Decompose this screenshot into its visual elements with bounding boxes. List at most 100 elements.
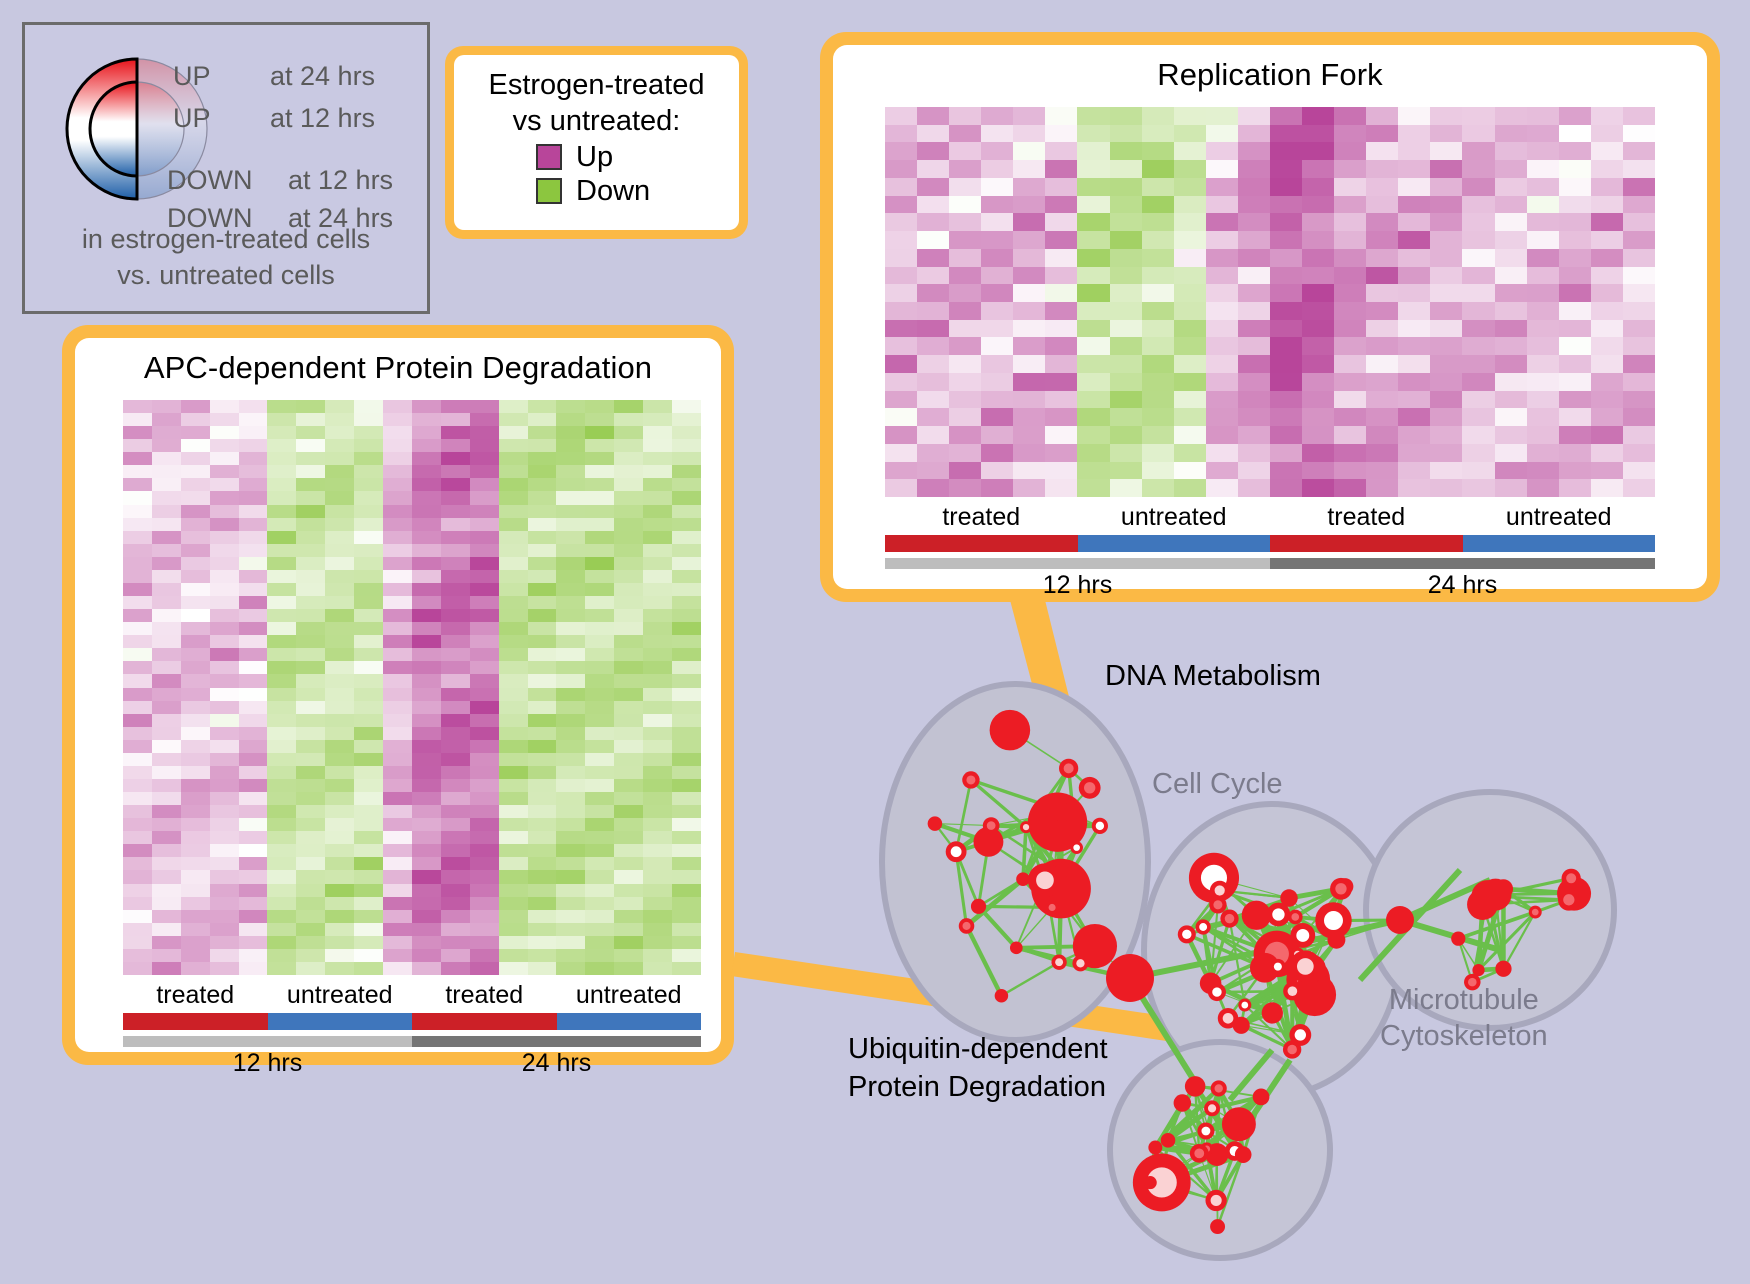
heatmap-cell <box>643 452 672 465</box>
network-node[interactable] <box>990 710 1031 751</box>
network-node[interactable] <box>1148 1141 1162 1155</box>
network-node[interactable] <box>1290 923 1315 948</box>
heatmap-cell <box>499 648 528 661</box>
heatmap-cell <box>123 792 152 805</box>
heatmap-cell <box>152 531 181 544</box>
network-node[interactable] <box>1288 910 1303 925</box>
heatmap-cell <box>1302 142 1334 160</box>
network-node[interactable] <box>1041 797 1062 818</box>
network-node[interactable] <box>1079 777 1101 799</box>
heatmap-cell <box>885 284 917 302</box>
network-node[interactable] <box>1558 889 1580 911</box>
network-node[interactable] <box>1070 841 1083 854</box>
heatmap-cell <box>1077 107 1109 125</box>
network-node[interactable] <box>1205 1190 1226 1211</box>
network-node[interactable] <box>1289 1024 1311 1046</box>
network-node[interactable] <box>1451 932 1465 946</box>
heatmap-cell <box>1302 355 1334 373</box>
heatmap-cell <box>672 857 701 870</box>
network-node[interactable] <box>1330 878 1352 900</box>
heatmap-cell <box>383 439 412 452</box>
heatmap-cell <box>672 531 701 544</box>
network-node[interactable] <box>1072 955 1088 971</box>
network-node[interactable] <box>1494 879 1513 898</box>
network-node[interactable] <box>1208 983 1226 1001</box>
network-node[interactable] <box>1133 1154 1191 1212</box>
network-node[interactable] <box>1253 1089 1270 1106</box>
sample-color-bar-replication-fork <box>885 535 1655 552</box>
network-node[interactable] <box>959 918 975 934</box>
network-node[interactable] <box>1302 975 1318 991</box>
network-node[interactable] <box>1495 961 1511 977</box>
network-node[interactable] <box>1238 999 1251 1012</box>
heatmap-cell <box>412 884 441 897</box>
network-node[interactable] <box>1174 1094 1191 1111</box>
network-node[interactable] <box>1185 1076 1206 1097</box>
network-node[interactable] <box>1280 889 1297 906</box>
network-node[interactable] <box>1562 869 1581 888</box>
network-node[interactable] <box>1204 1100 1220 1116</box>
network-node[interactable] <box>1270 959 1285 974</box>
network-node[interactable] <box>1262 1002 1283 1023</box>
network-node[interactable] <box>928 816 943 831</box>
network-node[interactable] <box>1178 925 1196 943</box>
network-node[interactable] <box>1327 931 1345 949</box>
heatmap-cell <box>672 635 701 648</box>
heatmap-cell <box>949 213 981 231</box>
network-node[interactable] <box>971 899 986 914</box>
heatmap-cell <box>949 479 981 497</box>
heatmap-cell <box>181 465 210 478</box>
network-node[interactable] <box>1211 1080 1227 1096</box>
network-node[interactable] <box>1010 941 1023 954</box>
heatmap-cell <box>383 465 412 478</box>
network-node[interactable] <box>1092 818 1108 834</box>
heatmap-cell <box>239 544 268 557</box>
network-node[interactable] <box>983 817 1000 834</box>
network-node[interactable] <box>946 841 967 862</box>
network-node[interactable] <box>1020 821 1032 833</box>
network-node[interactable] <box>1028 863 1062 897</box>
network-node[interactable] <box>1190 1144 1209 1163</box>
heatmap-cell <box>412 792 441 805</box>
network-node[interactable] <box>1045 901 1059 915</box>
network-node[interactable] <box>1016 872 1030 886</box>
network-node[interactable] <box>1051 955 1066 970</box>
heatmap-cell <box>1462 462 1494 480</box>
network-node[interactable] <box>1529 906 1542 919</box>
heatmap-cell <box>1527 267 1559 285</box>
heatmap-cell <box>470 557 499 570</box>
network-node[interactable] <box>1235 1146 1252 1163</box>
heatmap-cell <box>296 936 325 949</box>
heatmap-cell <box>556 923 585 936</box>
network-node[interactable] <box>1144 1176 1157 1189</box>
heatmap-cell <box>1206 125 1238 143</box>
heatmap-cell <box>296 962 325 975</box>
network-node[interactable] <box>1210 1219 1225 1234</box>
network-node[interactable] <box>1220 909 1238 927</box>
network-node[interactable] <box>1386 906 1414 934</box>
heatmap-cell <box>470 779 499 792</box>
key-footer: in estrogen-treated cells vs. untreated … <box>25 221 427 293</box>
heatmap-cell <box>981 267 1013 285</box>
network-node[interactable] <box>995 989 1008 1002</box>
heatmap-cell <box>528 727 557 740</box>
panel-title-apc: APC-dependent Protein Degradation <box>75 338 721 386</box>
heatmap-cell <box>1142 302 1174 320</box>
network-node[interactable] <box>1233 1017 1250 1034</box>
heatmap-cell <box>585 779 614 792</box>
network-node[interactable] <box>962 771 979 788</box>
network-node[interactable] <box>1197 1122 1214 1139</box>
network-node[interactable] <box>1222 1107 1256 1141</box>
network-node[interactable] <box>1283 982 1301 1000</box>
network-node[interactable] <box>1467 889 1498 920</box>
network-node[interactable] <box>1059 759 1078 778</box>
heatmap-cell <box>499 727 528 740</box>
heatmap-cell <box>528 688 557 701</box>
network-node[interactable] <box>1209 896 1226 913</box>
heatmap-cell <box>528 531 557 544</box>
heatmap-cell <box>614 910 643 923</box>
network-node[interactable] <box>1161 1133 1176 1148</box>
network-node[interactable] <box>1106 954 1154 1002</box>
heatmap-cell <box>239 609 268 622</box>
network-node[interactable] <box>1196 919 1211 934</box>
